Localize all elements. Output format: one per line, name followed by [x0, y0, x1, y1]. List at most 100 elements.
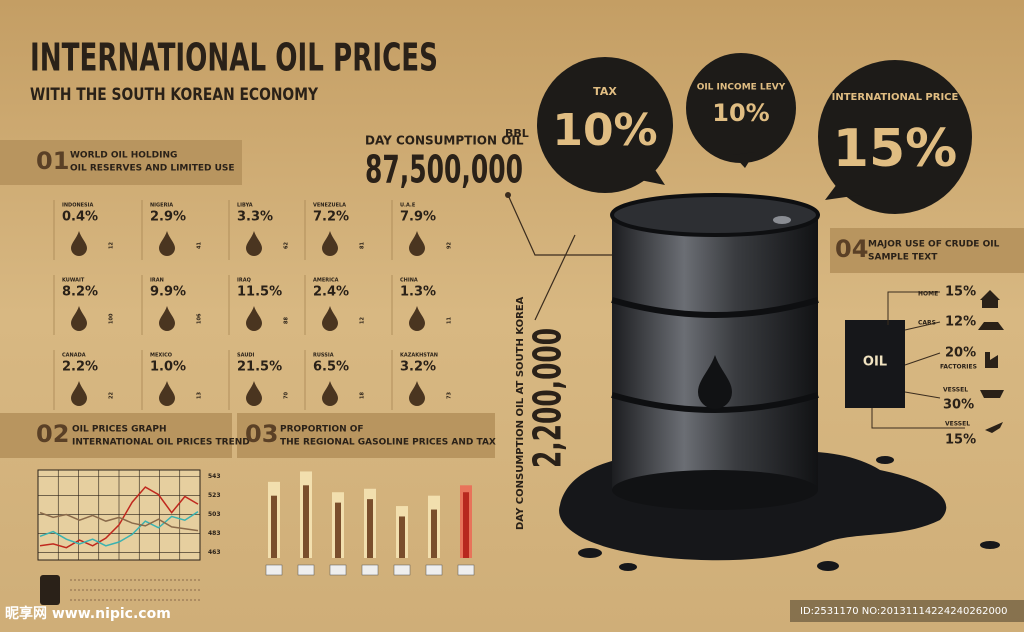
price-line [39, 511, 199, 547]
oil-drop-icon [409, 306, 425, 331]
connector [904, 391, 941, 399]
consumption-value: 87,500,000 [365, 148, 523, 192]
watermark-bar [790, 600, 1024, 622]
oil-drop [578, 548, 602, 558]
section-title: WORLD OIL HOLDING [70, 151, 177, 161]
country-name: MEXICO [150, 353, 172, 359]
tax-bar [431, 509, 437, 558]
bubble-value: 10% [552, 105, 657, 156]
use-label: HOME [918, 291, 938, 298]
flag [361, 564, 379, 576]
reserve-years: 11 [447, 317, 453, 324]
tax-bar [271, 495, 277, 558]
bubble-value: 10% [712, 99, 769, 127]
reserve-years: 13 [197, 392, 203, 399]
ship-icon [980, 390, 1004, 398]
flag [265, 564, 283, 576]
oil-drop-icon [322, 306, 338, 331]
watermark-site: 昵享网 www.nipic.com [5, 605, 171, 622]
section-title: MAJOR USE OF CRUDE OIL [868, 240, 1000, 250]
use-label: CARS [918, 320, 936, 327]
country-name: LIBYA [237, 203, 253, 209]
connector [904, 352, 941, 366]
small-barrel-label: OIL [863, 355, 887, 370]
barrel-rib [611, 297, 819, 318]
home-icon [980, 290, 1000, 308]
bubble-tail [640, 165, 665, 185]
oil-drop-icon [322, 231, 338, 256]
consumption-unit: BBL [505, 127, 529, 140]
flag [393, 564, 411, 576]
reserve-years: 62 [284, 242, 290, 249]
reserve-share: 2.4% [313, 285, 349, 300]
use-label: VESSEL [943, 387, 968, 394]
oil-drop [876, 456, 894, 464]
oil-drop-icon [246, 231, 262, 256]
korea-value: 2,200,000 [526, 328, 570, 468]
country-name: IRAN [150, 278, 164, 284]
country-name: IRAQ [237, 278, 251, 284]
reserve-years: 41 [197, 242, 203, 249]
subtitle: WITH THE SOUTH KOREAN ECONOMY [30, 85, 319, 105]
section-subtitle: SAMPLE TEXT [868, 253, 938, 263]
bubble [818, 60, 972, 214]
y-tick-label: 543 [208, 473, 221, 480]
barrel-bottom [612, 470, 818, 510]
reserve-years: 12 [360, 317, 366, 324]
reserve-share: 2.2% [62, 360, 98, 375]
bubble-value: 15% [833, 119, 957, 179]
title: INTERNATIONAL OIL PRICES [30, 36, 438, 80]
oil-drop [980, 541, 1000, 549]
bubble-label: OIL INCOME LEVY [697, 83, 786, 93]
reserve-share: 11.5% [237, 285, 282, 300]
country-name: KUWAIT [62, 278, 85, 284]
connector [871, 408, 965, 429]
country-name: CHINA [400, 278, 418, 284]
y-tick-label: 463 [208, 549, 221, 556]
section-subtitle: INTERNATIONAL OIL PRICES TREND [72, 438, 250, 448]
reserve-years: 92 [447, 242, 453, 249]
section-number: 03 [245, 420, 278, 448]
bubble-label: INTERNATIONAL PRICE [832, 92, 959, 103]
section-box [0, 140, 242, 185]
country-name: KAZAKHSTAN [400, 353, 438, 359]
price-line [39, 511, 199, 532]
reserve-share: 1.0% [150, 360, 186, 375]
reserve-share: 7.9% [400, 210, 436, 225]
tax-bar [367, 499, 373, 558]
oil-drop-icon [71, 306, 87, 331]
section-box [237, 413, 495, 458]
use-value: 15% [945, 433, 976, 448]
bubble-label: TAX [593, 85, 617, 98]
oil-drop-icon [71, 231, 87, 256]
uses-diagram [845, 290, 1004, 433]
reserve-years: 12 [109, 242, 115, 249]
oil-drop [817, 561, 839, 571]
section-box [0, 413, 232, 458]
oil-drop [619, 563, 637, 571]
country-name: SAUDI [237, 353, 255, 359]
connector [534, 234, 576, 321]
section-subtitle: THE REGIONAL GASOLINE PRICES AND TAX [280, 438, 496, 448]
y-tick-label: 523 [208, 492, 221, 499]
car-icon [978, 322, 1004, 330]
pump-icon [40, 575, 60, 605]
bubble-tail [825, 180, 860, 200]
reserve-share: 0.4% [62, 210, 98, 225]
small-barrel [845, 320, 905, 408]
section-boxes [0, 140, 1024, 458]
consumption-label: DAY CONSUMPTION OIL [365, 134, 524, 148]
connector-dot [505, 192, 511, 198]
oil-drop-icon [71, 381, 87, 406]
oil-drop-icon [159, 381, 175, 406]
flag [457, 564, 475, 576]
use-label: VESSEL [945, 421, 970, 428]
oil-drop-icon [246, 381, 262, 406]
country-name: CANADA [62, 353, 86, 359]
use-value: 30% [943, 398, 974, 413]
barrel-body [612, 215, 818, 490]
price-legend [40, 575, 200, 605]
country-name: U.A.E [400, 203, 416, 209]
use-value: 15% [945, 285, 976, 300]
